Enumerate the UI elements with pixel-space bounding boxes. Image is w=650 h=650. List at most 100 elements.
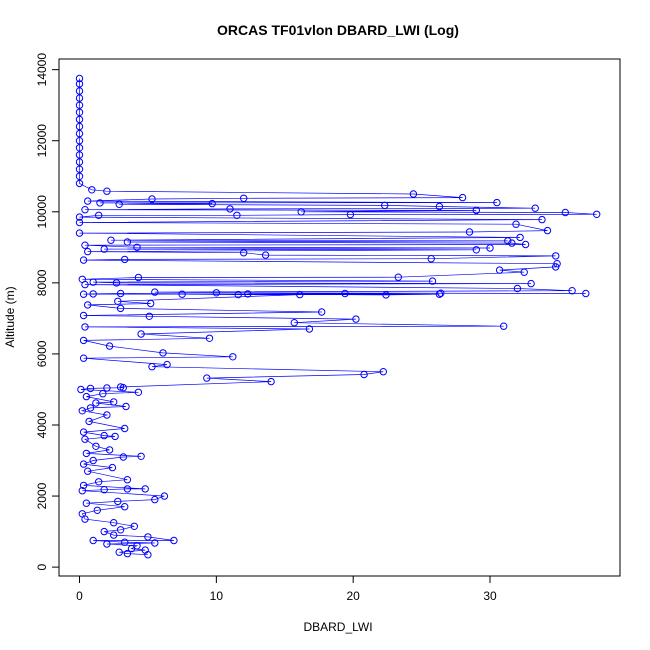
data-point [151, 288, 159, 296]
data-point [119, 453, 128, 461]
data-point [226, 205, 234, 213]
data-point [121, 424, 129, 433]
y-axis-label: Altitude (m) [3, 286, 17, 347]
data-point [78, 487, 87, 495]
data-point [95, 211, 103, 220]
data-point [123, 476, 132, 484]
data-point [437, 289, 445, 297]
data-point [465, 228, 474, 236]
data-point [75, 87, 84, 95]
data-point [105, 446, 114, 454]
data-point [297, 208, 305, 216]
data-point [79, 354, 88, 362]
y-tick-label: 14000 [35, 53, 49, 87]
data-point [88, 186, 96, 194]
data-point [543, 226, 552, 235]
data-point [86, 384, 95, 393]
x-axis-label: DBARD_LWI [303, 620, 372, 634]
data-point [75, 94, 84, 102]
data-point [110, 398, 118, 406]
data-point [148, 363, 156, 371]
data-point [116, 304, 125, 313]
data-point [593, 210, 601, 219]
data-point [144, 533, 152, 541]
data-point [233, 211, 241, 220]
data-point [112, 279, 121, 287]
data-point [552, 252, 560, 260]
data-point [144, 551, 152, 559]
data-point [512, 220, 520, 228]
data-point [290, 319, 298, 327]
data-point [107, 236, 115, 244]
data-point [127, 544, 136, 553]
data-point [89, 290, 97, 298]
data-point [346, 210, 355, 219]
data-point [100, 527, 108, 536]
data-point [84, 247, 92, 256]
data-point [75, 179, 84, 188]
data-point [394, 273, 402, 281]
data-point [538, 215, 546, 224]
data-point [75, 137, 84, 145]
data-point [75, 129, 84, 138]
data-point [458, 193, 467, 202]
data-point [75, 172, 84, 181]
data-point [114, 497, 122, 506]
data-point [137, 452, 145, 460]
data-point [103, 540, 111, 548]
data-point [133, 243, 141, 252]
data-point [81, 515, 89, 523]
data-point [92, 399, 100, 407]
plot-frame [58, 58, 621, 577]
data-point [79, 311, 88, 320]
data-point [234, 290, 242, 299]
series-line [79, 78, 597, 556]
data-point [77, 385, 85, 394]
y-tick-label: 2000 [35, 482, 49, 509]
data-point [82, 499, 91, 507]
data-point [352, 315, 360, 323]
data-point [89, 456, 97, 465]
data-point [89, 536, 97, 545]
data-point [123, 549, 132, 558]
data-point [82, 449, 91, 458]
data-point [75, 115, 84, 124]
data-point [75, 80, 84, 88]
data-point [89, 278, 97, 286]
data-point [178, 290, 186, 298]
data-point [81, 280, 89, 289]
data-point [111, 432, 119, 441]
data-point [318, 308, 326, 316]
data-point [267, 377, 275, 386]
data-point [79, 481, 88, 490]
data-point [100, 486, 108, 494]
data-point [81, 241, 89, 249]
data-point [163, 360, 171, 369]
chart-title: ORCAS TF01vlon DBARD_LWI (Log) [217, 22, 459, 38]
data-point [114, 297, 122, 305]
data-point [115, 548, 123, 556]
data-point [75, 213, 84, 221]
data-point [240, 194, 248, 203]
data-point [382, 291, 390, 299]
y-tick-label: 0 [35, 563, 49, 570]
data-point [86, 404, 95, 412]
data-point [119, 384, 128, 392]
data-point [75, 122, 84, 131]
data-point [435, 290, 444, 298]
data-point [520, 268, 528, 276]
data-point [99, 390, 107, 398]
data-point [141, 485, 149, 493]
data-point [261, 251, 270, 259]
data-point [115, 200, 123, 209]
data-point [123, 485, 132, 493]
data-point [103, 411, 111, 419]
data-point [84, 301, 92, 309]
x-axis: 0 10 20 30 [76, 575, 497, 603]
data-series [75, 74, 601, 559]
data-point [121, 538, 129, 546]
data-point [95, 478, 103, 486]
data-point [341, 289, 349, 298]
data-point [516, 233, 524, 242]
data-point [428, 277, 437, 285]
